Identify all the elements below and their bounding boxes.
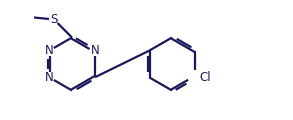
Text: Cl: Cl: [199, 71, 211, 84]
Text: N: N: [45, 44, 53, 57]
Text: S: S: [50, 13, 58, 26]
Text: N: N: [91, 44, 99, 57]
Text: N: N: [45, 71, 53, 84]
